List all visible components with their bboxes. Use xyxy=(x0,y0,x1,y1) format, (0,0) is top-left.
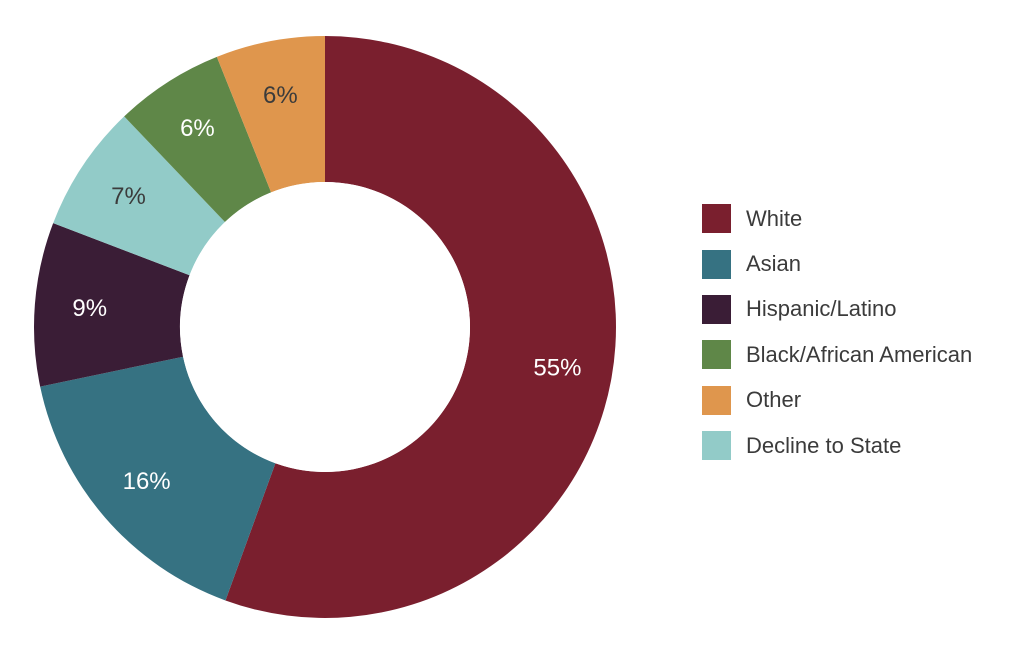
slice-decline-to-state xyxy=(53,116,225,276)
legend-item-other: Other xyxy=(702,378,1022,423)
legend-label: White xyxy=(746,205,803,231)
legend-swatch xyxy=(702,385,731,415)
legend-swatch xyxy=(702,340,731,370)
slice-label-hispanic-latino: 9% xyxy=(72,295,107,322)
legend-label: Decline to State xyxy=(746,432,902,458)
legend-item-asian: Asian xyxy=(702,241,1022,286)
legend-label: Other xyxy=(746,387,802,413)
legend-swatch xyxy=(702,431,731,461)
legend-label: Black/African American xyxy=(746,341,973,367)
slice-black-african-american xyxy=(124,56,272,223)
legend-item-white: White xyxy=(702,196,1022,241)
legend-label: Asian xyxy=(746,251,802,277)
slice-label-white: 55% xyxy=(533,354,581,381)
slice-asian xyxy=(40,356,276,601)
legend-swatch xyxy=(702,294,731,324)
slice-label-black-african-american: 6% xyxy=(180,115,215,142)
slice-label-decline-to-state: 7% xyxy=(111,183,146,210)
legend-item-hispanic-latino: Hispanic/Latino xyxy=(702,287,1022,332)
slice-label-asian: 16% xyxy=(123,468,171,495)
legend-swatch xyxy=(702,249,731,279)
slice-label-other: 6% xyxy=(263,82,298,109)
legend-label: Hispanic/Latino xyxy=(746,296,897,322)
slice-other xyxy=(216,36,325,193)
legend: White Asian Hispanic/Latino Black/African A… xyxy=(702,196,1022,468)
slice-white xyxy=(225,36,616,618)
legend-item-black-african-american: Black/African American xyxy=(702,332,1022,377)
donut-slices xyxy=(33,36,616,618)
legend-swatch xyxy=(702,204,731,234)
slice-labels: 55% 16% 9% 7% 6% 6% xyxy=(72,82,581,495)
donut-hole xyxy=(180,182,470,472)
slice-hispanic-latino xyxy=(33,223,190,387)
legend-item-decline-to-state: Decline to State xyxy=(702,423,1022,468)
